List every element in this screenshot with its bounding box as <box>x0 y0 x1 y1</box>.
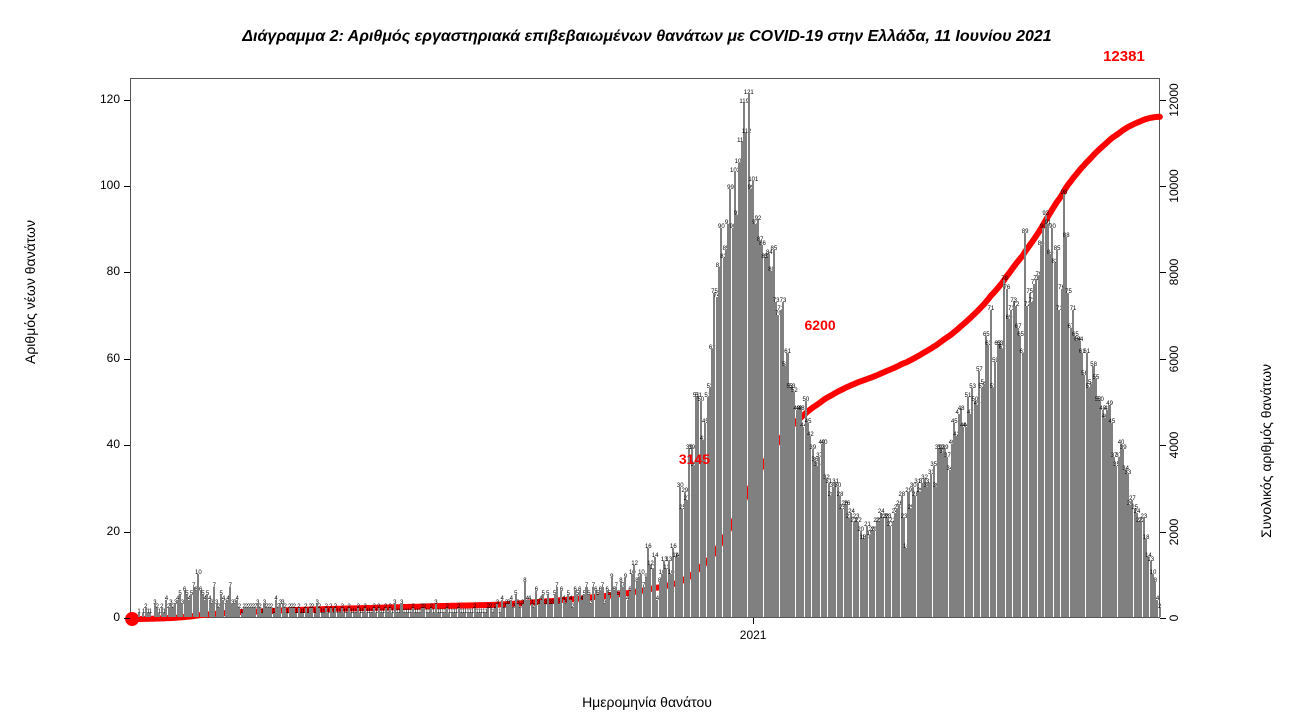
y-axis-right-label: Συνολικός αριθμός θανάτων <box>1258 364 1274 538</box>
y-left-tick <box>124 532 130 533</box>
y-left-tick-label: 40 <box>107 437 120 451</box>
y-right-tick <box>1160 100 1166 101</box>
annotation-label: 12381 <box>1103 48 1145 65</box>
y-left-tick <box>124 186 130 187</box>
y-right-tick-label: 4000 <box>1167 432 1181 459</box>
y-right-tick <box>1160 445 1166 446</box>
y-left-tick <box>124 100 130 101</box>
bar <box>1159 608 1161 617</box>
chart-container: Διάγραμμα 2: Αριθμός εργαστηριακά επιβεβ… <box>0 0 1294 728</box>
y-right-tick <box>1160 618 1166 619</box>
y-right-tick <box>1160 186 1166 187</box>
x-category-label: 2021 <box>740 628 767 642</box>
y-left-tick-label: 60 <box>107 351 120 365</box>
bar <box>138 613 140 617</box>
y-right-tick-label: 8000 <box>1167 259 1181 286</box>
plot-area: 1121132121423234536545761065454373254347… <box>130 78 1160 618</box>
y-right-tick <box>1160 272 1166 273</box>
annotation-label: 3145 <box>679 451 710 467</box>
y-right-tick-label: 12000 <box>1167 83 1181 116</box>
y-right-tick-label: 2000 <box>1167 518 1181 545</box>
x-axis-label: Ημερομηνία θανάτου <box>582 694 712 710</box>
y-left-tick-label: 80 <box>107 264 120 278</box>
y-right-tick-label: 10000 <box>1167 169 1181 202</box>
x-tick <box>753 618 754 624</box>
y-left-tick <box>124 272 130 273</box>
y-right-tick <box>1160 359 1166 360</box>
y-left-tick <box>124 359 130 360</box>
y-left-tick <box>124 445 130 446</box>
y-left-tick-label: 120 <box>100 92 120 106</box>
y-left-tick-label: 0 <box>113 610 120 624</box>
bar <box>149 613 151 617</box>
annotation-label: 6200 <box>805 317 836 333</box>
y-right-tick <box>1160 532 1166 533</box>
y-right-tick-label: 0 <box>1167 615 1181 622</box>
y-axis-left-label: Αριθμός νέων θανάτων <box>22 220 38 364</box>
y-left-tick-label: 20 <box>107 524 120 538</box>
y-left-tick-label: 100 <box>100 178 120 192</box>
y-right-tick-label: 6000 <box>1167 345 1181 372</box>
chart-title: Διάγραμμα 2: Αριθμός εργαστηριακά επιβεβ… <box>0 28 1294 46</box>
y-left-tick <box>124 618 130 619</box>
